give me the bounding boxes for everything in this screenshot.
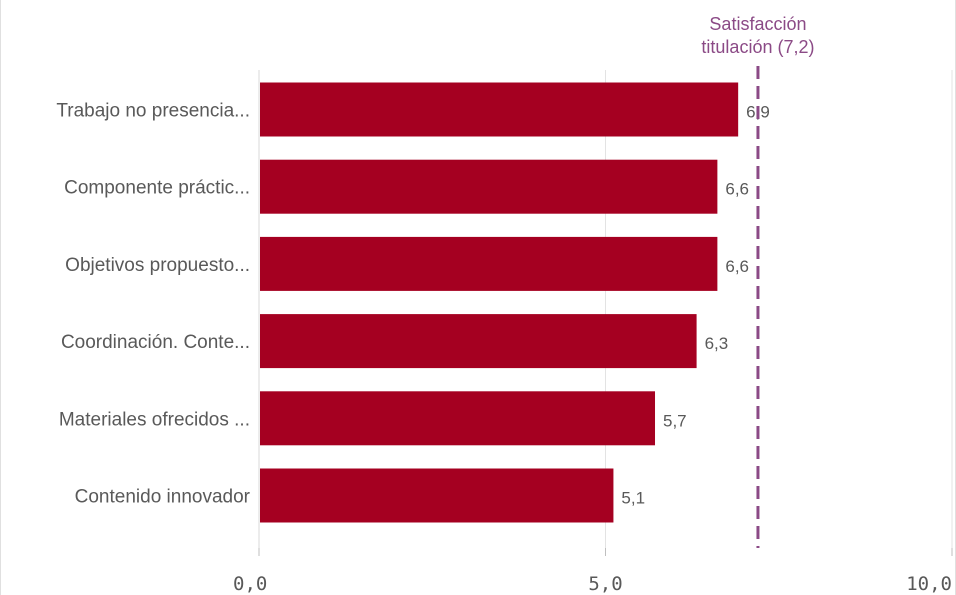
category-label: Trabajo no presencia... [56,101,250,122]
category-labels: Trabajo no presencia... Componente prácti… [56,101,250,508]
category-label: Coordinación. Conte... [61,332,250,353]
data-label: 5,1 [621,489,645,508]
x-axis-ticks: 0,0 5,0 10,0 [233,548,953,595]
category-label: Contenido innovador [75,487,251,508]
data-label: 6,6 [725,180,749,199]
reference-line-label: titulación (7,2) [701,37,814,57]
category-label: Materiales ofrecidos ... [59,409,250,430]
tick-label: 0,0 [233,573,267,595]
reference-line-group: Satisfacción titulación (7,2) [701,14,814,548]
bar [260,82,739,137]
tick-label: 10,0 [906,573,952,595]
gridlines [258,70,953,548]
data-label: 5,7 [663,411,687,430]
category-label: Objetivos propuesto... [65,255,250,276]
value-labels: 6,96,66,66,35,75,1 [621,103,769,508]
bar [260,314,697,369]
bar [260,468,614,523]
data-label: 6,3 [705,334,729,353]
data-label: 6,6 [725,257,749,276]
left-border [0,0,1,595]
tick-label: 5,0 [588,573,622,595]
bars-group [260,82,739,523]
reference-line-label: Satisfacción [709,14,806,34]
bar [260,159,718,214]
bar [260,236,718,291]
category-label: Componente práctic... [64,178,250,199]
bar [260,391,656,446]
